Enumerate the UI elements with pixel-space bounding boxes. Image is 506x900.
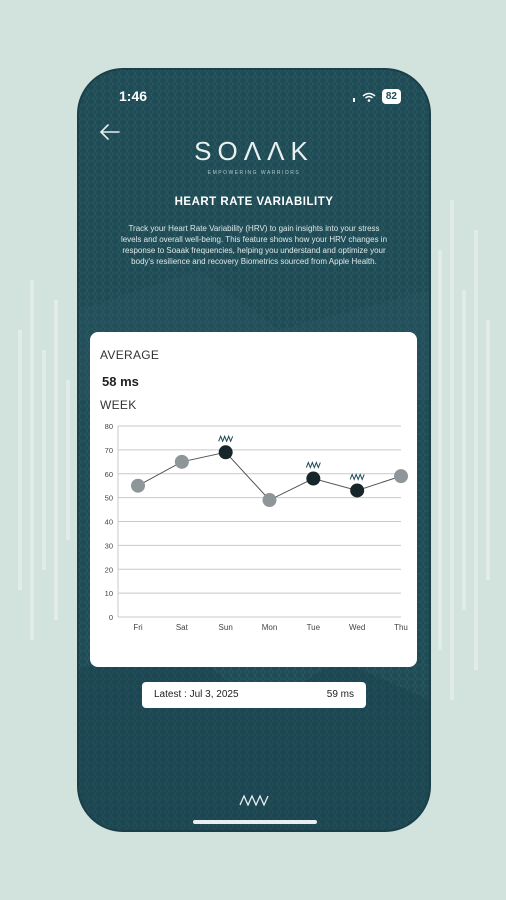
average-value: 58 ms — [102, 374, 139, 389]
period-label: WEEK — [100, 398, 137, 412]
battery-indicator: 82 — [381, 89, 401, 104]
y-tick-label: 10 — [105, 589, 113, 598]
y-tick-label: 80 — [105, 422, 113, 431]
y-tick-label: 0 — [109, 613, 113, 622]
x-tick-label: Fri — [133, 623, 143, 632]
brand-name: SOΛΛK — [194, 136, 314, 166]
y-tick-label: 30 — [105, 541, 113, 550]
y-tick-label: 60 — [105, 470, 113, 479]
x-tick-label: Thu — [394, 623, 408, 632]
average-label: AVERAGE — [100, 348, 160, 362]
home-indicator[interactable] — [193, 820, 317, 824]
hrv-chart-card: AVERAGE 58 ms WEEK 0 10 20 30 40 50 60 70 80 Fri S… — [90, 332, 417, 667]
data-point-mon — [262, 493, 277, 508]
back-arrow-button[interactable] — [97, 120, 123, 144]
data-point-fri — [131, 478, 145, 493]
session-wave-icon — [305, 461, 321, 469]
x-tick-label: Sun — [219, 623, 233, 632]
arrow-left-icon — [99, 124, 120, 140]
wifi-icon — [362, 92, 376, 102]
latest-value: 59 ms — [326, 689, 354, 700]
status-icons: 82 — [352, 89, 401, 104]
y-tick-label: 20 — [105, 565, 113, 574]
x-tick-label: Tue — [307, 623, 321, 632]
brand-logo: SOΛΛK EMPOWERING WARRIORS — [79, 136, 429, 176]
session-wave-icon — [349, 473, 365, 481]
phone-frame: 1:46 82 SOΛΛK EMPOWERING WARRIORS HEART … — [79, 70, 429, 830]
data-point-tue — [306, 471, 321, 486]
data-point-thu — [394, 469, 408, 484]
y-tick-label: 50 — [105, 494, 113, 503]
status-bar: 1:46 82 — [79, 86, 429, 108]
page-description: Track your Heart Rate Variability (HRV) … — [120, 224, 388, 266]
session-wave-icon — [218, 434, 234, 443]
data-point-wed — [350, 483, 365, 498]
data-point-sat — [174, 454, 189, 469]
hrv-line-chart: 0 10 20 30 40 50 60 70 80 Fri Sat Sun Mon Tue Wed Thu — [105, 422, 408, 632]
x-tick-label: Wed — [349, 623, 365, 632]
x-tick-label: Mon — [262, 623, 278, 632]
signal-icon — [352, 97, 355, 102]
data-point-sun — [218, 445, 233, 460]
latest-reading: Latest : Jul 3, 2025 59 ms — [142, 682, 366, 708]
x-tick-label: Sat — [176, 623, 189, 632]
brand-tagline: EMPOWERING WARRIORS — [207, 170, 301, 176]
status-time: 1:46 — [119, 88, 148, 104]
page-title: HEART RATE VARIABILITY — [174, 196, 334, 208]
y-tick-label: 40 — [105, 518, 113, 527]
soaak-wave-icon — [239, 794, 269, 806]
latest-date: Latest : Jul 3, 2025 — [154, 689, 239, 700]
y-tick-label: 70 — [105, 446, 113, 455]
